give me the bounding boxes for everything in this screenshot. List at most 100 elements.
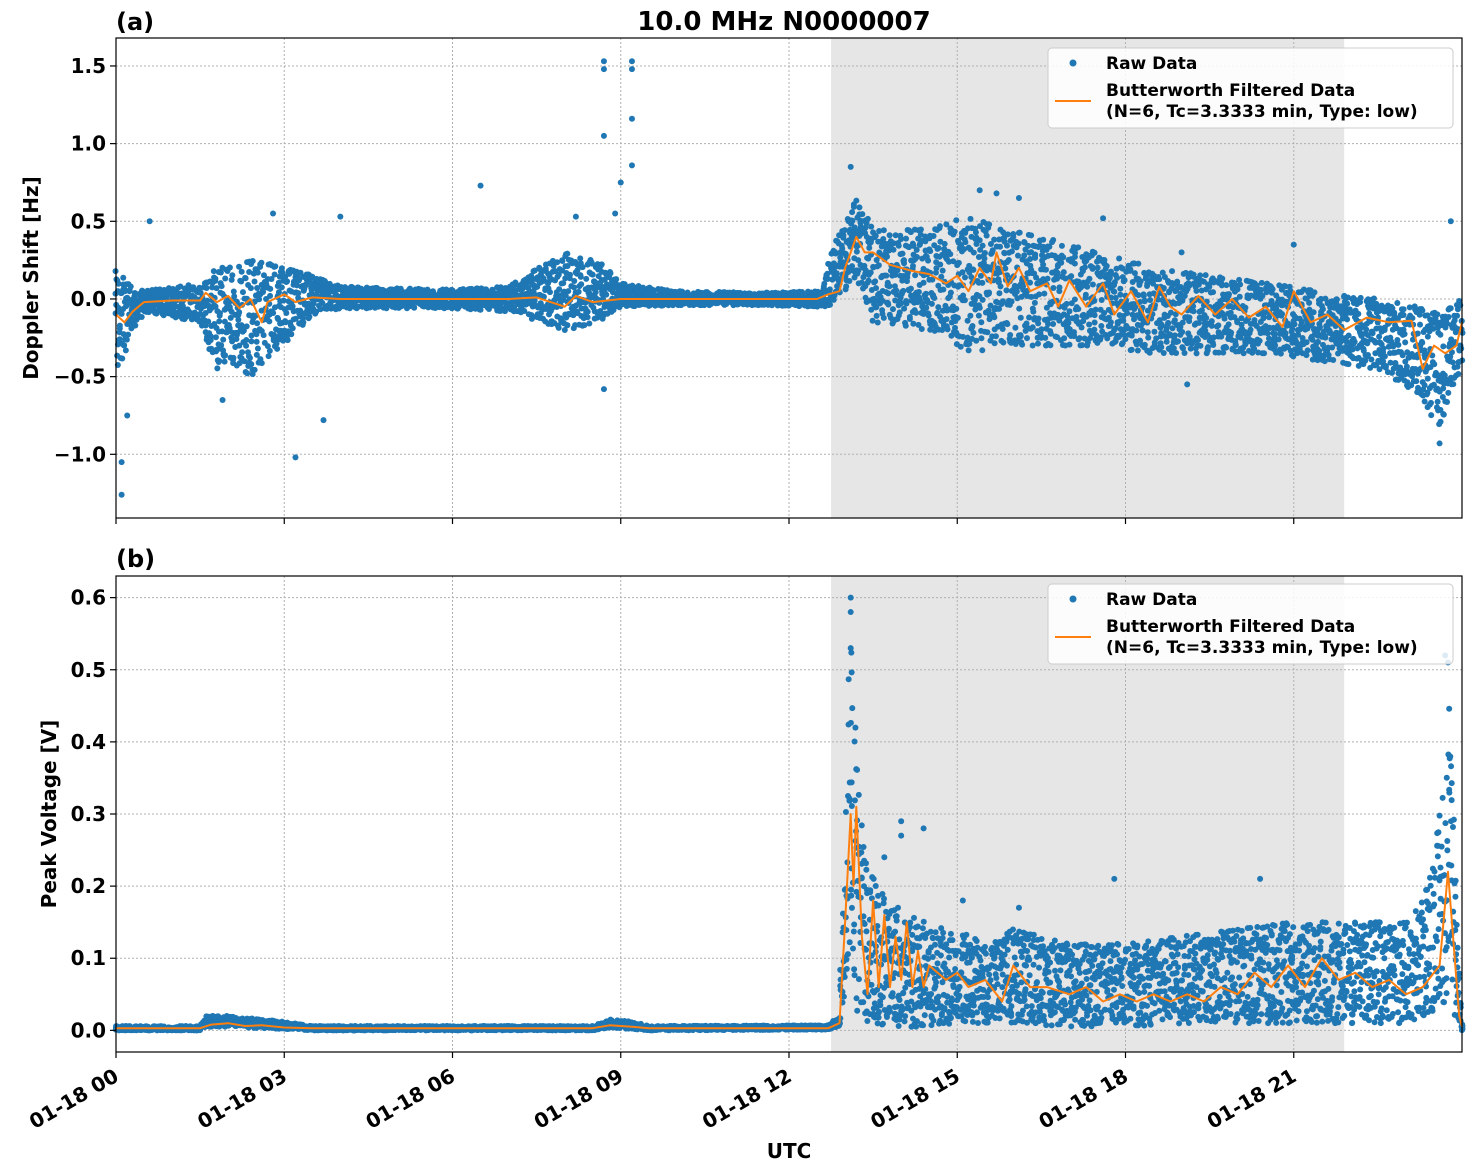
raw-data-point bbox=[992, 333, 999, 340]
raw-data-point bbox=[944, 326, 951, 333]
raw-data-point bbox=[121, 288, 128, 295]
raw-data-point bbox=[1174, 338, 1181, 345]
raw-data-point bbox=[258, 360, 265, 367]
raw-data-point bbox=[885, 301, 892, 308]
raw-data-point bbox=[562, 275, 569, 282]
raw-data-point bbox=[1081, 264, 1088, 271]
raw-data-point bbox=[1406, 304, 1413, 311]
raw-data-point bbox=[1066, 341, 1073, 348]
raw-data-point bbox=[1111, 288, 1118, 295]
raw-data-point bbox=[214, 365, 221, 372]
raw-data-point bbox=[476, 306, 483, 313]
raw-data-point bbox=[970, 249, 977, 256]
raw-data-point bbox=[216, 318, 223, 325]
raw-data-point bbox=[260, 332, 267, 339]
raw-data-point bbox=[1086, 275, 1093, 282]
raw-data-point bbox=[970, 329, 977, 336]
raw-data-point bbox=[986, 289, 993, 296]
raw-data-point bbox=[275, 289, 282, 296]
raw-data-point bbox=[319, 299, 326, 306]
raw-data-point bbox=[1417, 321, 1424, 328]
raw-data-point bbox=[321, 277, 328, 284]
raw-data-point bbox=[555, 324, 562, 331]
raw-data-point bbox=[1202, 272, 1209, 279]
raw-data-point bbox=[1236, 293, 1243, 300]
raw-data-point bbox=[873, 285, 880, 292]
raw-data-point bbox=[242, 275, 249, 282]
raw-data-point bbox=[267, 285, 274, 292]
raw-data-outlier bbox=[1436, 440, 1443, 447]
raw-data-point bbox=[970, 266, 977, 273]
raw-data-point bbox=[979, 242, 986, 249]
raw-data-point bbox=[1395, 341, 1402, 348]
raw-data-point bbox=[121, 342, 128, 349]
raw-data-point bbox=[976, 304, 983, 311]
raw-data-point bbox=[197, 288, 204, 295]
raw-data-point bbox=[230, 288, 237, 295]
raw-data-outlier bbox=[337, 213, 344, 220]
raw-data-point bbox=[1419, 307, 1426, 314]
raw-data-point bbox=[1137, 278, 1144, 285]
raw-data-point bbox=[1063, 300, 1070, 307]
raw-data-point bbox=[1381, 353, 1388, 360]
raw-data-point bbox=[554, 259, 561, 266]
raw-data-point bbox=[918, 326, 925, 333]
raw-data-point bbox=[264, 343, 271, 350]
raw-data-point bbox=[913, 254, 920, 261]
raw-data-point bbox=[917, 226, 924, 233]
raw-data-point bbox=[561, 327, 568, 334]
raw-data-point bbox=[1345, 361, 1352, 368]
raw-data-point bbox=[973, 337, 980, 344]
raw-data-outlier bbox=[1178, 249, 1185, 256]
raw-data-point bbox=[996, 290, 1003, 297]
raw-data-point bbox=[1424, 375, 1431, 382]
raw-data-point bbox=[961, 274, 968, 281]
y-tick-label: −1.0 bbox=[54, 442, 106, 466]
raw-data-point bbox=[1008, 298, 1015, 305]
raw-data-point bbox=[940, 286, 947, 293]
raw-data-point bbox=[1264, 330, 1271, 337]
raw-data-outlier bbox=[600, 58, 607, 65]
raw-data-point bbox=[1098, 297, 1105, 304]
raw-data-point bbox=[583, 275, 590, 282]
raw-data-point bbox=[540, 293, 547, 300]
raw-data-point bbox=[272, 263, 279, 270]
raw-data-point bbox=[266, 318, 273, 325]
raw-data-point bbox=[1032, 251, 1039, 258]
raw-data-point bbox=[547, 289, 553, 296]
raw-data-point bbox=[289, 325, 296, 332]
raw-data-point bbox=[1133, 327, 1140, 334]
raw-data-point bbox=[579, 264, 586, 271]
raw-data-point bbox=[537, 300, 544, 307]
raw-data-point bbox=[207, 337, 214, 344]
raw-data-point bbox=[1357, 294, 1364, 301]
raw-data-point bbox=[1440, 385, 1447, 392]
raw-data-point bbox=[867, 269, 874, 276]
raw-data-point bbox=[1035, 315, 1042, 322]
raw-data-point bbox=[256, 296, 263, 303]
raw-data-point bbox=[1071, 296, 1078, 303]
raw-data-outlier bbox=[628, 162, 635, 169]
raw-data-point bbox=[1271, 331, 1278, 338]
raw-data-point bbox=[275, 279, 282, 286]
raw-data-point bbox=[268, 276, 275, 283]
raw-data-point bbox=[1228, 329, 1235, 336]
raw-data-point bbox=[123, 336, 130, 343]
raw-data-point bbox=[566, 275, 573, 282]
raw-data-point bbox=[1107, 319, 1114, 326]
raw-data-point bbox=[1169, 268, 1176, 275]
raw-data-point bbox=[928, 300, 935, 307]
raw-data-point bbox=[226, 303, 233, 310]
raw-data-point bbox=[1160, 349, 1167, 356]
raw-data-point bbox=[1304, 347, 1311, 354]
raw-data-point bbox=[920, 279, 927, 286]
raw-data-point bbox=[1368, 356, 1375, 363]
raw-data-point bbox=[531, 297, 538, 304]
raw-data-point bbox=[1242, 304, 1249, 311]
raw-data-point bbox=[1036, 291, 1043, 298]
raw-data-point bbox=[115, 280, 122, 287]
raw-data-point bbox=[1017, 332, 1024, 339]
raw-data-point bbox=[528, 315, 535, 322]
raw-data-point bbox=[1028, 232, 1035, 239]
raw-data-point bbox=[1344, 300, 1351, 307]
